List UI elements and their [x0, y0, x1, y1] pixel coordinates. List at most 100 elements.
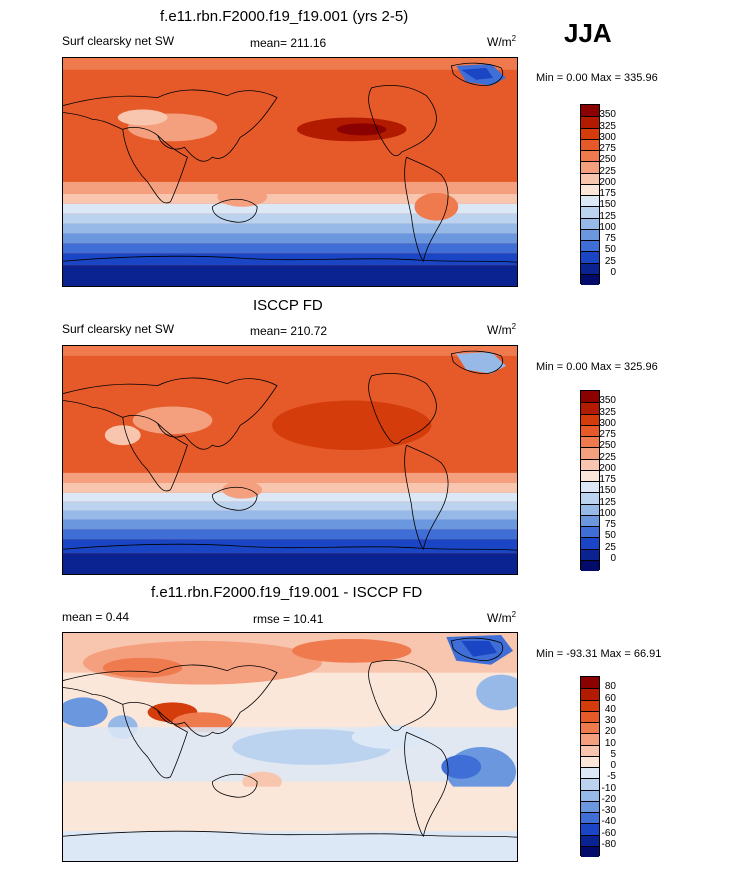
colorbar-swatch — [581, 722, 599, 734]
units-exponent: 2 — [511, 322, 517, 331]
colorbar-swatch — [581, 436, 599, 448]
colorbar-tick-label: 150 — [599, 485, 616, 497]
colorbar-swatch — [581, 699, 599, 711]
colorbar-swatch — [581, 778, 599, 790]
colorbar-swatch — [581, 526, 599, 538]
colorbar-swatch — [581, 424, 599, 436]
panel-2-colorbar — [580, 390, 600, 571]
units-base: W/m — [487, 35, 512, 49]
colorbar-tick-label: 40 — [604, 703, 616, 715]
panel-1-minmax: Min = 0.00 Max = 335.96 — [536, 72, 658, 84]
colorbar-tick-label: 275 — [599, 429, 616, 440]
colorbar-swatch — [581, 251, 599, 263]
colorbar-swatch — [581, 548, 599, 560]
colorbar-tick-label: 225 — [599, 165, 616, 177]
colorbar-swatch — [581, 469, 599, 481]
colorbar-swatch — [581, 228, 599, 240]
colorbar-swatch — [581, 127, 599, 139]
colorbar-swatch — [581, 105, 599, 117]
colorbar-tick-label: 225 — [599, 451, 616, 463]
panel-1-map — [62, 57, 518, 287]
panel-3-units: W/m2 — [487, 610, 516, 625]
panel-2-map — [62, 345, 518, 575]
colorbar-swatch — [581, 677, 599, 689]
colorbar-tick-label: -60 — [601, 827, 616, 839]
panel-2-variable-label: Surf clearsky net SW — [62, 322, 175, 336]
colorbar-swatch — [581, 559, 599, 571]
colorbar-swatch — [581, 823, 599, 835]
colorbar-swatch — [581, 458, 599, 470]
colorbar-swatch — [581, 834, 599, 846]
colorbar-tick-label: 200 — [599, 462, 616, 474]
colorbar-swatch — [581, 413, 599, 425]
colorbar-swatch — [581, 402, 599, 414]
colorbar-tick-label: 275 — [599, 143, 616, 154]
colorbar-tick-label: -10 — [601, 782, 616, 794]
colorbar-tick-label: 200 — [599, 176, 616, 188]
colorbar-swatch — [581, 503, 599, 515]
panel-3-title: f.e11.rbn.F2000.f19_f19.001 - ISCCP FD — [151, 584, 423, 601]
colorbar-swatch — [581, 789, 599, 801]
colorbar-swatch — [581, 744, 599, 756]
colorbar-tick-label: -30 — [601, 805, 616, 816]
colorbar-swatch — [581, 206, 599, 218]
units-exponent: 2 — [511, 34, 517, 43]
colorbar-tick-label: 75 — [604, 519, 616, 530]
colorbar-swatch — [581, 172, 599, 184]
colorbar-tick-label: -80 — [601, 838, 616, 850]
colorbar-tick-label: 325 — [599, 406, 616, 418]
colorbar-swatch — [581, 537, 599, 549]
panel-1-field — [63, 58, 517, 286]
colorbar-swatch — [581, 183, 599, 195]
colorbar-swatch — [581, 800, 599, 812]
panel-2-units: W/m2 — [487, 322, 516, 337]
colorbar-swatch — [581, 845, 599, 857]
colorbar-tick-label: 325 — [599, 120, 616, 132]
colorbar-tick-label: 175 — [599, 474, 616, 485]
colorbar-tick-label: 350 — [599, 109, 616, 121]
colorbar-tick-label: 250 — [599, 440, 616, 452]
colorbar-swatch — [581, 755, 599, 767]
season-label: JJA — [564, 18, 612, 48]
colorbar-tick-label: 10 — [604, 737, 616, 749]
colorbar-tick-label: 25 — [604, 255, 616, 267]
units-exponent: 2 — [511, 610, 517, 619]
colorbar-swatch — [581, 262, 599, 274]
colorbar-swatch — [581, 150, 599, 162]
colorbar-swatch — [581, 138, 599, 150]
colorbar-swatch — [581, 447, 599, 459]
colorbar-tick-label: 50 — [604, 244, 616, 256]
colorbar-swatch — [581, 688, 599, 700]
colorbar-tick-label: 250 — [599, 154, 616, 166]
colorbar-tick-label: 125 — [599, 210, 616, 222]
panel-2-title: ISCCP FD — [253, 297, 323, 314]
colorbar-tick-label: -5 — [607, 771, 616, 783]
colorbar-tick-label: 0 — [610, 552, 616, 564]
colorbar-tick-label: 20 — [604, 726, 616, 738]
colorbar-swatch — [581, 240, 599, 252]
colorbar-tick-label: 300 — [599, 131, 616, 143]
colorbar-swatch — [581, 195, 599, 207]
panel-3-field — [63, 633, 517, 861]
colorbar-tick-label: -20 — [601, 793, 616, 805]
colorbar-swatch — [581, 116, 599, 128]
colorbar-tick-label: 350 — [599, 395, 616, 407]
units-base: W/m — [487, 611, 512, 625]
panel-3-minmax: Min = -93.31 Max = 66.91 — [536, 648, 662, 660]
colorbar-swatch — [581, 733, 599, 745]
panel-3-colorbar — [580, 676, 600, 857]
panel-1-title: f.e11.rbn.F2000.f19_f19.001 (yrs 2-5) — [160, 8, 409, 25]
panel-2-field — [63, 346, 517, 574]
panel-1-colorbar — [580, 104, 600, 285]
panel-1-variable-label: Surf clearsky net SW — [62, 34, 175, 48]
colorbar-swatch — [581, 514, 599, 526]
colorbar-swatch — [581, 217, 599, 229]
colorbar-tick-label: -40 — [601, 816, 616, 828]
colorbar-swatch — [581, 391, 599, 403]
panel-3-map — [62, 632, 518, 862]
colorbar-tick-label: 100 — [599, 507, 616, 519]
colorbar-swatch — [581, 273, 599, 285]
colorbar-swatch — [581, 710, 599, 722]
colorbar-tick-label: 0 — [610, 266, 616, 278]
colorbar-tick-label: 50 — [604, 530, 616, 542]
